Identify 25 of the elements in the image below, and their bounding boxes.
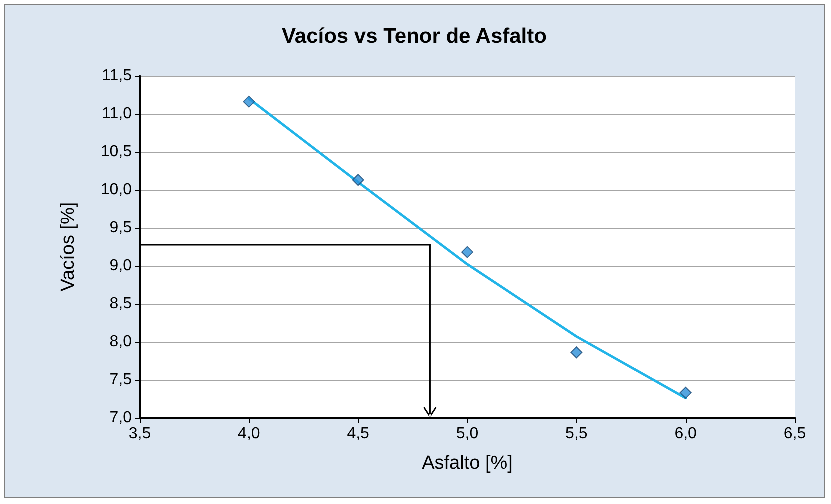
y-tick-label: 11,0 <box>102 106 132 122</box>
x-axis-title: Asfalto [%] <box>422 453 513 474</box>
x-tick-label: 3,5 <box>128 426 152 442</box>
point <box>680 386 692 399</box>
y-tick-label: 11,5 <box>102 68 132 84</box>
x-tick-label: 6,0 <box>674 426 698 442</box>
chart-title: Vacíos vs Tenor de Asfalto <box>282 25 547 48</box>
x-tick-label: 4,5 <box>347 426 370 442</box>
y-tick-label: 7,0 <box>110 410 132 426</box>
point <box>243 96 256 108</box>
point <box>570 346 583 359</box>
x-tick-label: 6,5 <box>784 426 806 442</box>
y-axis-title: Vacíos [%] <box>58 202 79 292</box>
y-tick-label: 7,5 <box>110 372 132 388</box>
x-tick-label: 4,0 <box>238 426 260 442</box>
y-tick-label: 10,5 <box>100 144 132 160</box>
point <box>352 174 364 186</box>
y-tick-label: 9,0 <box>110 258 132 274</box>
y-tick-label: 10,0 <box>100 182 132 198</box>
point <box>462 246 474 258</box>
y-tick-label: 8,0 <box>110 334 132 350</box>
y-tick-label: 9,5 <box>110 220 132 236</box>
x-tick-label: 5,0 <box>456 426 479 442</box>
x-tick-label: 5,5 <box>566 426 588 442</box>
y-tick-label: 8,5 <box>110 296 132 312</box>
